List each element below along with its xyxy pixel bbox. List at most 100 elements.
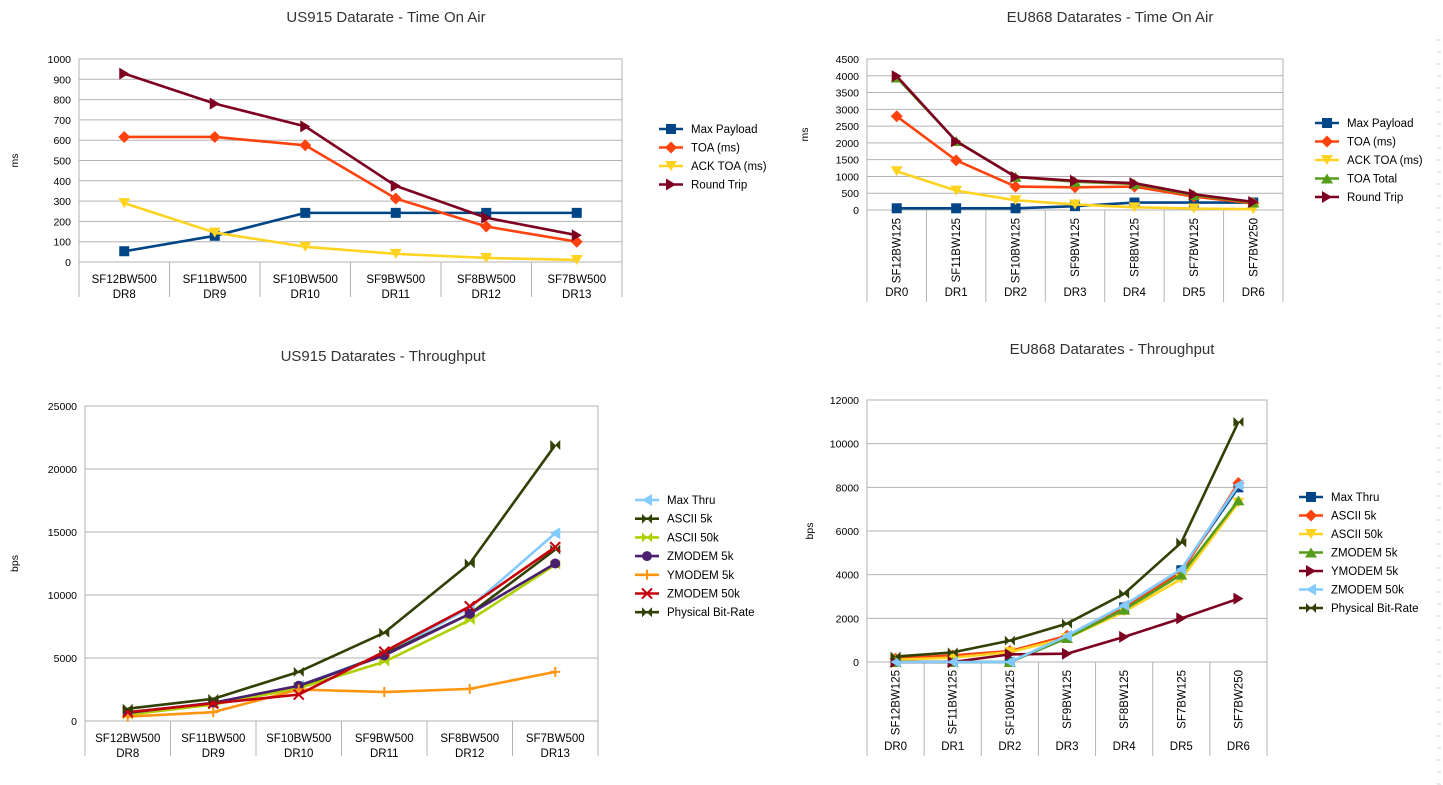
x-tick-label: SF8BW500 [440, 733, 499, 745]
legend-swatch-marker [1306, 565, 1316, 577]
legend-entry: Physical Bit-Rate [1299, 603, 1419, 615]
x-tick-label: DR3 [1063, 287, 1086, 299]
legend-label: Max Thru [1331, 492, 1379, 504]
y-tick-label: 400 [53, 176, 71, 188]
data-point [1004, 656, 1015, 668]
x-tick-label: SF11BW125 [951, 218, 963, 282]
series-line [895, 421, 1240, 658]
series-6 [890, 479, 1244, 668]
series-3 [890, 166, 1260, 215]
series-line [123, 201, 577, 262]
x-tick-label: DR5 [1170, 741, 1193, 753]
data-point [1010, 170, 1021, 183]
x-tick-label: DR13 [541, 748, 570, 760]
x-tick-label: DR4 [1123, 287, 1147, 299]
data-point [1062, 629, 1072, 642]
data-point [119, 67, 130, 80]
x-tick-label: SF12BW125 [892, 218, 904, 283]
y-tick-label: 25000 [48, 401, 77, 413]
data-point [480, 252, 493, 263]
y-tick-label: 0 [71, 716, 77, 728]
data-point [1062, 647, 1072, 660]
y-tick-label: 900 [53, 74, 71, 86]
x-tick-label: SF7BW250 [1248, 218, 1260, 277]
data-point [464, 600, 476, 613]
data-point [549, 541, 561, 553]
data-point [1062, 618, 1072, 629]
x-tick-label: DR6 [1242, 287, 1265, 299]
chart-title: EU868 Datarates - Throughput [1010, 341, 1216, 358]
y-tick-label: 2000 [836, 613, 860, 625]
legend-entry: Round Trip [1315, 191, 1403, 204]
y-tick-label: 600 [53, 135, 71, 147]
data-point [208, 227, 221, 238]
legend-swatch-marker [1305, 509, 1317, 522]
x-tick-label: SF11BW125 [948, 670, 960, 734]
x-tick-label: DR9 [202, 748, 225, 760]
data-point [390, 179, 401, 192]
x-tick-label: SF12BW125 [891, 670, 903, 735]
data-point [947, 647, 958, 658]
y-tick-label: 5000 [54, 653, 78, 665]
y-tick-label: 4000 [836, 570, 860, 582]
y-tick-label: 500 [53, 156, 71, 168]
legend-swatch-marker [1321, 155, 1333, 165]
data-point [570, 254, 583, 265]
y-tick-label: 12000 [830, 395, 859, 407]
data-point [951, 203, 962, 214]
data-point [1004, 635, 1015, 646]
y-axis-label: bps [804, 523, 816, 540]
series-4 [119, 67, 582, 242]
data-point [378, 645, 390, 658]
legend-swatch-marker [642, 494, 652, 506]
y-tick-label: 3500 [836, 88, 860, 100]
y-tick-label: 0 [853, 657, 859, 669]
x-tick-label: DR1 [941, 741, 964, 753]
legend-label: ASCII 50k [667, 532, 719, 544]
legend-swatch-marker [665, 161, 677, 171]
x-tick-label: DR5 [1182, 287, 1205, 299]
data-point [1009, 195, 1022, 206]
chart-title: EU868 Datarates - Time On Air [1007, 9, 1214, 26]
legend-entry: ASCII 5k [635, 513, 713, 526]
legend-label: YMODEM 5k [667, 570, 734, 582]
series-line [124, 135, 577, 243]
data-point [208, 130, 221, 143]
data-point [299, 241, 312, 252]
y-tick-label: 200 [53, 216, 71, 228]
data-point [891, 203, 902, 214]
data-point [208, 693, 219, 704]
y-tick-label: 800 [53, 95, 71, 107]
y-axis-label: ms [9, 154, 21, 168]
legend-swatch-marker [1306, 583, 1316, 596]
x-tick-label: DR3 [1055, 741, 1078, 753]
x-tick-label: SF9BW125 [1070, 218, 1082, 277]
legend-label: ASCII 5k [667, 514, 713, 526]
series-line [127, 670, 556, 718]
data-point [950, 154, 963, 167]
x-tick-label: DR1 [945, 287, 968, 299]
y-tick-label: 2000 [836, 138, 860, 150]
legend-entry: TOA (ms) [659, 141, 740, 155]
data-point [951, 135, 962, 148]
series-2 [122, 544, 561, 719]
series-line [127, 444, 557, 710]
data-point [119, 246, 130, 257]
y-tick-label: 3000 [836, 104, 860, 116]
x-tick-label: SF7BW250 [1233, 670, 1245, 729]
plot-frame [866, 399, 1268, 663]
y-tick-label: 500 [841, 188, 859, 200]
x-tick-label: SF9BW500 [355, 733, 414, 745]
series-line [127, 548, 557, 715]
legend-entry: TOA Total [1315, 173, 1397, 186]
x-tick-label: SF9BW500 [366, 274, 425, 286]
legend-label: TOA Total [1347, 174, 1397, 186]
y-tick-label: 0 [853, 205, 859, 217]
x-tick-label: SF10BW500 [273, 274, 338, 286]
chart-4: EU868 Datarates - Throughput bps 0 2000 4000… [804, 341, 1419, 756]
legend-entry: ACK TOA (ms) [1315, 155, 1423, 167]
data-point [890, 651, 901, 662]
data-point [1233, 479, 1244, 492]
data-point [1069, 199, 1081, 210]
data-point [571, 229, 582, 242]
